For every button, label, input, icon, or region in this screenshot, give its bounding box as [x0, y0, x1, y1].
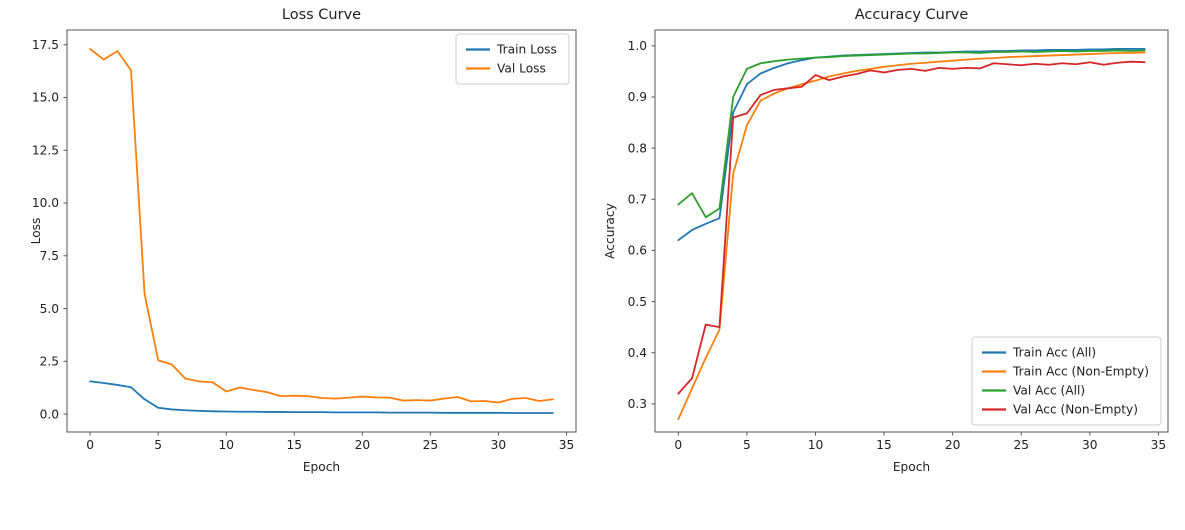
accuracy-curve-x-tick-label: 25 — [1013, 438, 1029, 452]
train-loss-legend-label: Train Loss — [496, 43, 557, 57]
accuracy-curve-y-tick-label: 1.0 — [628, 39, 647, 53]
accuracy-chart-title: Accuracy Curve — [854, 7, 969, 23]
loss-curve-y-tick-label: 2.5 — [40, 355, 59, 369]
accuracy-curve-x-tick-label: 30 — [1082, 438, 1098, 452]
loss-curve-x-tick-label: 25 — [423, 438, 439, 452]
train-acc-non-empty-line — [677, 51, 1146, 421]
accuracy-curve-y-tick-label: 0.4 — [628, 346, 648, 360]
loss-curve-x-tick-label: 0 — [86, 438, 94, 452]
accuracy-curve-y-tick-label: 0.8 — [628, 141, 647, 155]
val-loss-legend-label: Val Loss — [497, 62, 546, 76]
accuracy-curve-y-tick-label: 0.3 — [628, 397, 647, 411]
loss-curve-y-tick-label: 10.0 — [32, 196, 59, 210]
loss-curve-y-tick-label: 0.0 — [40, 407, 59, 421]
loss-curve-x-tick-label: 35 — [559, 438, 575, 452]
loss-curve-x-tick-label: 20 — [355, 438, 371, 452]
train-acc-all-line — [677, 48, 1146, 242]
val-acc-non-empty-line — [677, 60, 1146, 395]
accuracy-curve-y-tick-label: 0.9 — [628, 90, 647, 104]
accuracy-curve-y-tick-label: 0.7 — [628, 192, 647, 206]
accuracy-curve-y-tick-label: 0.5 — [628, 295, 647, 309]
loss-curve-x-tick-label: 30 — [491, 438, 507, 452]
accuracy-x-axis-label: Epoch — [892, 460, 931, 474]
train-loss-line — [89, 380, 554, 414]
val-acc-all-legend-label: Val Acc (All) — [1013, 384, 1085, 398]
val-acc-all-line — [677, 49, 1146, 219]
accuracy-curve-x-tick-label: 35 — [1151, 438, 1167, 452]
loss-x-axis-label: Epoch — [302, 460, 341, 474]
accuracy-curve-legend — [971, 336, 1162, 426]
accuracy-curve-x-tick-label: 10 — [808, 438, 824, 452]
loss-curve-y-tick-label: 7.5 — [40, 249, 59, 263]
loss-curve-y-tick-label: 17.5 — [32, 38, 59, 52]
val-acc-non-empty-legend-label: Val Acc (Non-Empty) — [1013, 403, 1138, 417]
loss-curve-y-tick-label: 12.5 — [32, 143, 59, 157]
accuracy-curve-y-tick-label: 0.6 — [628, 244, 647, 258]
loss-curve-x-tick-label: 15 — [287, 438, 303, 452]
accuracy-curve-x-tick-label: 5 — [743, 438, 751, 452]
accuracy-curve-x-tick-label: 15 — [876, 438, 892, 452]
loss-curve-frame — [66, 29, 577, 433]
loss-curve-y-tick-label: 15.0 — [32, 91, 59, 105]
loss-curve-x-tick-label: 10 — [218, 438, 234, 452]
accuracy-curve-frame — [654, 29, 1169, 433]
accuracy-curve-x-tick-label: 20 — [945, 438, 961, 452]
loss-chart-title: Loss Curve — [281, 7, 362, 23]
train-acc-all-legend-label: Train Acc (All) — [1012, 346, 1096, 360]
train-acc-non-empty-legend-label: Train Acc (Non-Empty) — [1012, 365, 1149, 379]
val-loss-line — [89, 48, 554, 404]
accuracy-curve-x-tick-label: 0 — [674, 438, 682, 452]
loss-curve-y-tick-label: 5.0 — [40, 302, 59, 316]
loss-curve-legend — [455, 33, 570, 85]
loss-curve-x-tick-label: 5 — [154, 438, 162, 452]
